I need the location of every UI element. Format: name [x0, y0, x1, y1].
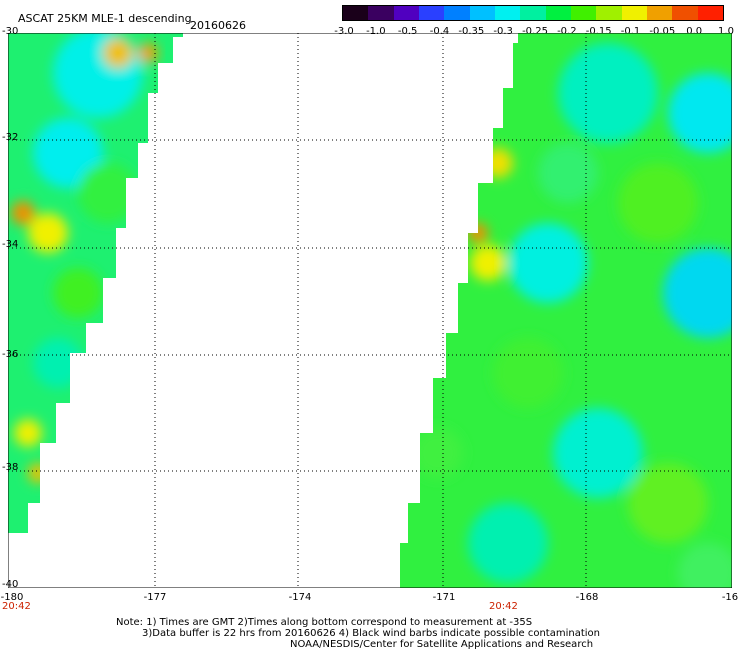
colorbar-swatch: [418, 6, 445, 20]
lon-label: -174: [288, 592, 312, 603]
lat-label: -34: [2, 239, 19, 250]
colorbar-label: -0.25: [522, 26, 548, 37]
colorbar-label: 0.0: [686, 26, 703, 37]
map-canvas: [8, 33, 732, 588]
colorbar-label: -0.2: [557, 26, 577, 37]
colorbar-swatch: [545, 6, 571, 20]
lat-label: -32: [2, 132, 19, 143]
lon-label: -16: [721, 592, 739, 603]
colorbar-swatch: [368, 6, 394, 20]
colorbar-swatch: [646, 6, 673, 20]
note-line-1: Note: 1) Times are GMT 2)Times along bot…: [116, 617, 533, 628]
colorbar-label: -0.1: [620, 26, 641, 37]
colorbar-swatch: [520, 6, 546, 20]
colorbar: [342, 5, 724, 21]
lon-label: -168: [575, 592, 599, 603]
colorbar-swatch: [444, 6, 470, 20]
colorbar-swatch: [570, 6, 597, 20]
time-label-left: 20:42: [2, 601, 31, 612]
lat-label: -38: [2, 462, 19, 473]
colorbar-swatch: [494, 6, 521, 20]
lat-label: -40: [2, 579, 19, 590]
chart-title: ASCAT 25KM MLE-1 descending: [18, 12, 192, 25]
colorbar-swatch: [697, 6, 723, 20]
chart-date: 20160626: [190, 19, 246, 32]
colorbar-label: -1.0: [366, 26, 386, 37]
lon-label: -171: [432, 592, 456, 603]
time-label-right: 20:42: [489, 601, 518, 612]
colorbar-swatch: [393, 6, 419, 20]
colorbar-label: -0.15: [585, 26, 612, 37]
note-line-3: NOAA/NESDIS/Center for Satellite Applica…: [290, 639, 594, 650]
colorbar-swatch: [469, 6, 495, 20]
lon-label: -180: [0, 592, 24, 603]
lon-label: -177: [143, 592, 167, 603]
gridlines: [8, 33, 732, 588]
lat-label: -30: [2, 26, 19, 37]
colorbar-swatch: [343, 6, 369, 20]
colorbar-label: -0.3: [493, 26, 513, 37]
note-line-2: 3)Data buffer is 22 hrs from 20160626 4)…: [142, 628, 600, 639]
colorbar-swatch: [596, 6, 622, 20]
colorbar-label: -3.0: [334, 26, 354, 37]
colorbar-label: -0.5: [397, 26, 418, 37]
colorbar-label: -0.4: [429, 26, 450, 37]
swath-left: [8, 33, 183, 533]
colorbar-label: -0.05: [649, 26, 676, 37]
colorbar-labels: -3.0 -1.0 -0.5 -0.4 -0.35 -0.3 -0.25 -0.2 -0.15-…: [330, 26, 734, 38]
colorbar-label: -0.35: [458, 26, 485, 37]
colorbar-swatch: [621, 6, 647, 20]
colorbar-swatch: [672, 6, 698, 20]
swath-right: [400, 33, 732, 588]
swath-map: [8, 33, 732, 588]
lat-label: -36: [2, 349, 19, 360]
colorbar-label: 1.0: [718, 26, 734, 37]
